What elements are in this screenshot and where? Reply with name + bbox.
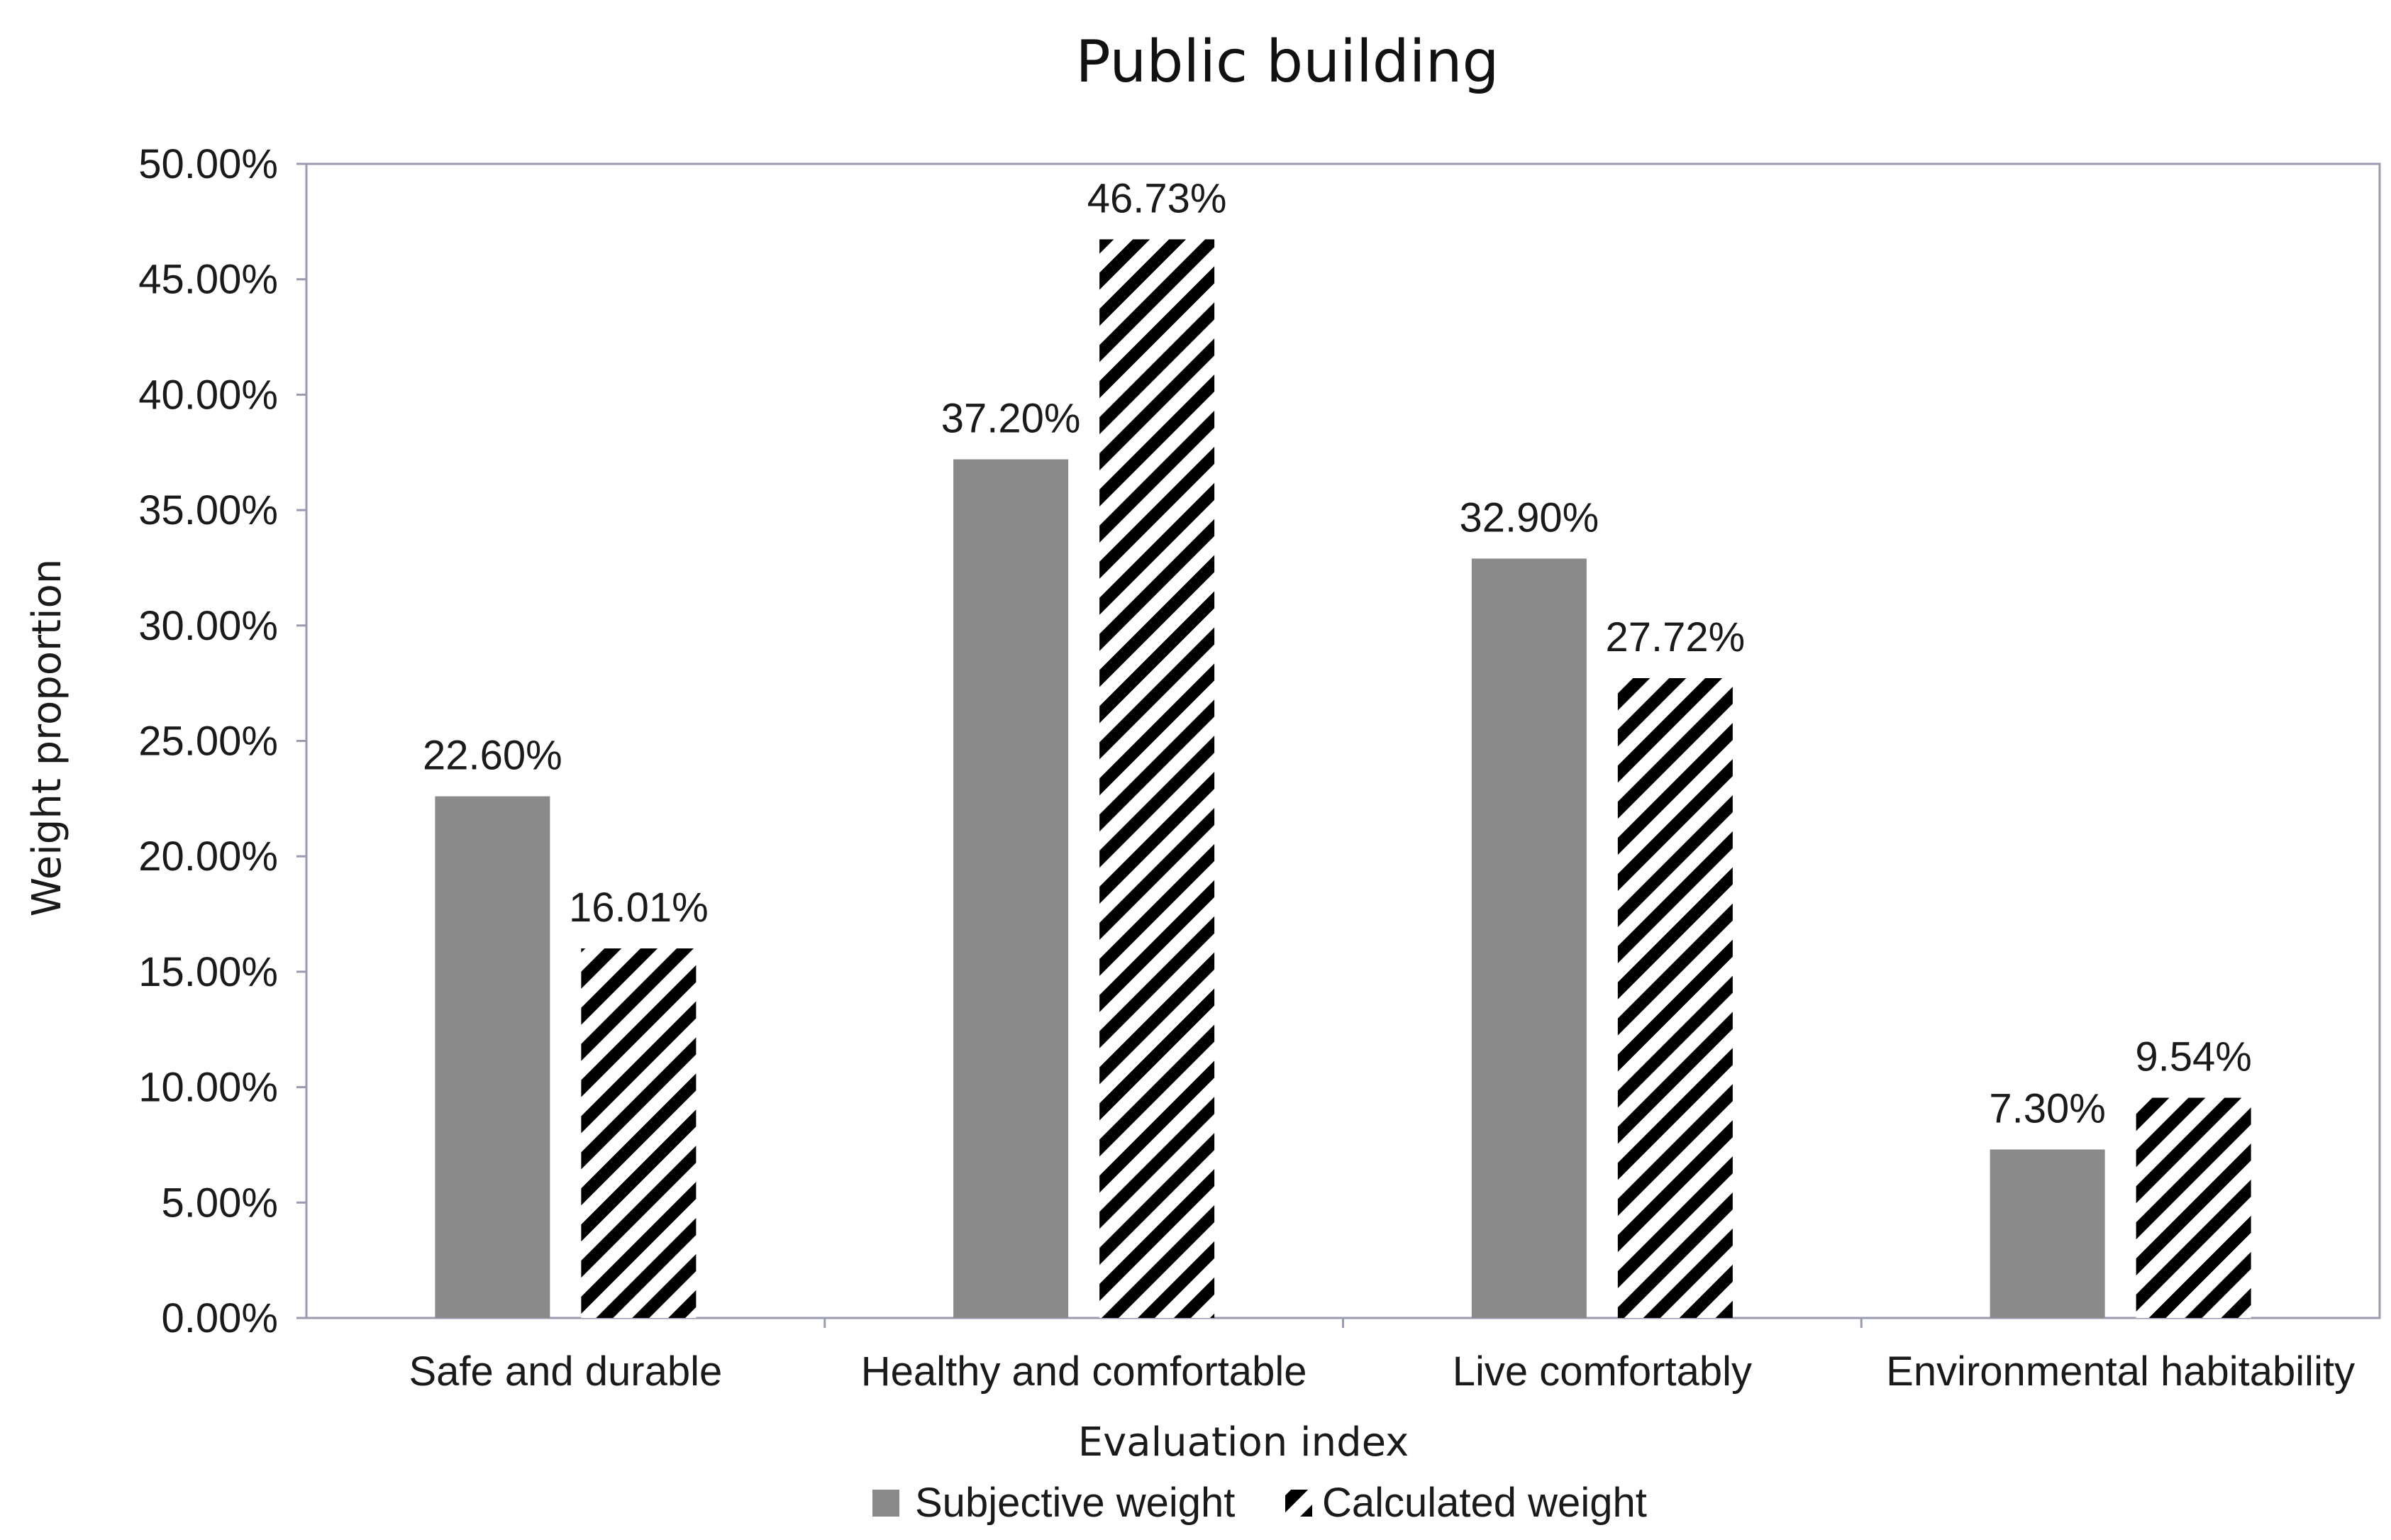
- y-tick-label: 0.00%: [162, 1295, 278, 1341]
- x-axis-title: Evaluation index: [1078, 1419, 1409, 1466]
- y-axis-title: Weight proportion: [24, 559, 70, 917]
- y-tick-label: 30.00%: [138, 603, 278, 649]
- x-category-label: Environmental habitability: [1886, 1348, 2355, 1395]
- bar-calculated-weight: [1099, 239, 1215, 1319]
- y-tick-label: 25.00%: [138, 719, 278, 765]
- legend-swatch-subjective-weight: [872, 1490, 899, 1517]
- data-label-subjective-weight: 37.20%: [941, 396, 1081, 442]
- data-label-subjective-weight: 22.60%: [423, 733, 562, 779]
- legend-label-subjective-weight: Subjective weight: [915, 1480, 1235, 1526]
- legend: Subjective weight Calculated weight: [872, 1480, 1647, 1526]
- data-label-calculated-weight: 46.73%: [1087, 175, 1227, 221]
- legend-label-calculated-weight: Calculated weight: [1322, 1480, 1647, 1526]
- bar-subjective-weight: [435, 796, 550, 1318]
- y-tick-label: 20.00%: [138, 833, 278, 880]
- y-tick-label: 45.00%: [138, 257, 278, 303]
- y-tick-label: 35.00%: [138, 487, 278, 533]
- bar-calculated-weight: [2136, 1097, 2251, 1318]
- y-tick-label: 5.00%: [162, 1180, 278, 1226]
- chart-title: Public building: [1075, 28, 1499, 96]
- x-category-label: Live comfortably: [1453, 1348, 1752, 1395]
- bar-subjective-weight: [1471, 558, 1587, 1318]
- x-category-label: Healthy and comfortable: [861, 1348, 1307, 1395]
- y-tick-label: 10.00%: [138, 1065, 278, 1111]
- bar-subjective-weight: [1990, 1149, 2105, 1318]
- data-label-calculated-weight: 27.72%: [1606, 614, 1746, 660]
- data-label-calculated-weight: 16.01%: [569, 885, 709, 931]
- y-tick-label: 15.00%: [138, 949, 278, 995]
- data-label-calculated-weight: 9.54%: [2135, 1034, 2251, 1080]
- y-tick-label: 50.00%: [138, 141, 278, 187]
- data-label-subjective-weight: 7.30%: [1989, 1085, 2105, 1131]
- y-tick-label: 40.00%: [138, 372, 278, 418]
- legend-swatch-calculated-weight: [1285, 1490, 1312, 1517]
- bar-subjective-weight: [953, 459, 1069, 1319]
- x-category-label: Safe and durable: [409, 1348, 722, 1395]
- data-label-subjective-weight: 32.90%: [1460, 494, 1599, 541]
- bar-calculated-weight: [1617, 677, 1733, 1318]
- bar-calculated-weight: [581, 948, 697, 1318]
